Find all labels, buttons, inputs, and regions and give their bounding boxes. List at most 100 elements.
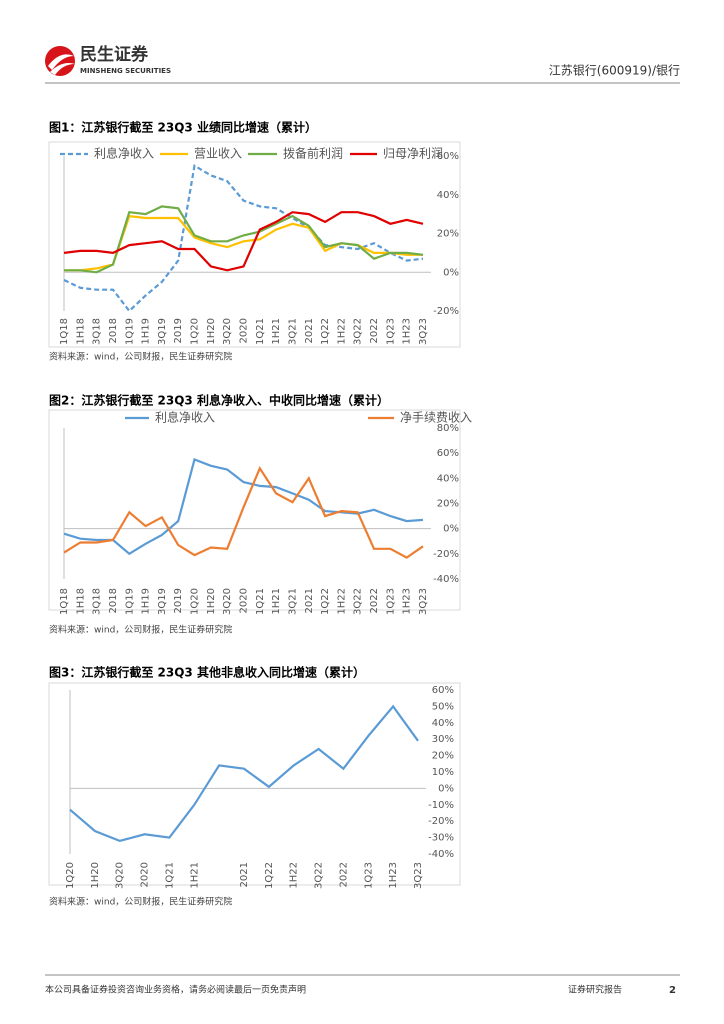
y-tick-label: 0% (438, 783, 454, 794)
chart-frame (48, 409, 461, 611)
y-tick-label: 60% (437, 151, 459, 162)
x-tick-label: 1Q22 (264, 862, 275, 889)
x-tick-label: 1Q20 (190, 318, 201, 345)
x-tick-label: 2019 (173, 588, 184, 613)
x-tick-label: 2020 (239, 318, 250, 343)
x-tick-label: 1H20 (90, 862, 101, 889)
x-tick-label: 2018 (108, 588, 119, 613)
x-tick-label: 1Q20 (190, 588, 201, 615)
x-tick-label: 2022 (338, 862, 349, 887)
legend-label: 利息净收入 (155, 410, 215, 425)
series-line (63, 458, 424, 556)
legend-label: 利息净收入 (94, 146, 154, 161)
y-tick-label: -20% (433, 306, 459, 317)
x-tick-label: 1Q23 (385, 588, 396, 615)
disclaimer: 本公司具备证券投资咨询业务资格，请务必阅读最后一页免责声明 (45, 984, 306, 996)
x-tick-label: 1Q21 (164, 862, 175, 889)
x-tick-label: 3Q22 (353, 318, 364, 345)
x-tick-label: 1Q20 (65, 862, 76, 889)
chart-title: 图2：江苏银行截至 23Q3 利息净收入、中收同比增速（累计） (49, 393, 389, 408)
y-tick-label: 40% (437, 473, 459, 484)
x-tick-label: 2022 (369, 588, 380, 613)
legend-label: 净手续费收入 (400, 411, 472, 425)
chart-frame (48, 682, 461, 886)
x-tick-label: 3Q20 (222, 318, 233, 345)
x-tick-label: 1Q18 (59, 588, 70, 615)
y-tick-label: 0% (443, 524, 459, 535)
x-tick-label: 3Q21 (287, 588, 298, 615)
x-tick-label: 1Q21 (255, 318, 266, 345)
y-tick-label: 20% (437, 499, 459, 510)
x-tick-label: 1H21 (271, 318, 282, 345)
chart-title: 图1：江苏银行截至 23Q3 业绩同比增速（累计） (49, 120, 317, 135)
legend-label: 营业收入 (194, 147, 242, 161)
x-tick-label: 2021 (304, 588, 315, 613)
x-tick-label: 1H22 (336, 318, 347, 345)
series-line (63, 465, 424, 559)
series-line (64, 214, 423, 272)
x-tick-label: 3Q18 (92, 318, 103, 345)
x-tick-label: 3Q22 (353, 588, 364, 615)
chart-source: 资料来源：wind，公司财报，民生证券研究院 (49, 624, 232, 636)
logo-icon (45, 46, 75, 76)
legend-label: 归母净利润 (383, 147, 443, 161)
x-tick-label: 1Q19 (124, 588, 135, 615)
x-tick-label: 2020 (239, 588, 250, 613)
x-tick-label: 1Q22 (320, 318, 331, 345)
x-tick-label: 3Q23 (418, 318, 429, 345)
legend-label: 拨备前利润 (283, 146, 343, 161)
x-tick-label: 1H21 (189, 862, 200, 889)
x-tick-label: 1H23 (402, 318, 413, 345)
x-tick-label: 1H23 (388, 862, 399, 889)
x-tick-label: 1Q22 (320, 588, 331, 615)
x-tick-label: 1H22 (336, 588, 347, 615)
x-tick-label: 1H23 (402, 588, 413, 615)
header-right: 江苏银行(600919)/银行 (549, 64, 680, 78)
y-tick-label: -20% (433, 549, 459, 560)
y-tick-label: -20% (428, 816, 454, 827)
x-tick-label: 1H18 (75, 588, 86, 615)
report-type: 证券研究报告 (568, 984, 622, 996)
y-tick-label: 60% (437, 448, 459, 459)
x-tick-label: 3Q20 (115, 862, 126, 889)
x-tick-label: 3Q23 (413, 862, 424, 889)
x-tick-label: 2021 (239, 862, 250, 887)
series-line (63, 163, 424, 313)
logo-en: MINSHENG SECURITIES (80, 67, 171, 75)
x-tick-label: 1Q23 (363, 862, 374, 889)
x-tick-label: 1Q23 (385, 318, 396, 345)
x-tick-label: 1H20 (206, 318, 217, 345)
y-tick-label: -40% (428, 849, 454, 860)
x-tick-label: 1H18 (75, 318, 86, 345)
x-tick-label: 2019 (173, 318, 184, 343)
chart-frame (48, 141, 461, 348)
y-tick-label: 10% (432, 767, 454, 778)
x-tick-label: 2018 (108, 318, 119, 343)
logo-cn: 民生证券 (80, 44, 149, 65)
page-number: 2 (669, 985, 676, 996)
x-tick-label: 1H19 (141, 318, 152, 345)
x-tick-label: 1Q18 (59, 318, 70, 345)
y-tick-label: 40% (432, 718, 454, 729)
x-tick-label: 3Q19 (157, 588, 168, 615)
x-tick-label: 3Q22 (314, 862, 325, 889)
y-tick-label: 0% (443, 267, 459, 278)
series-line (64, 205, 424, 274)
y-tick-label: -40% (433, 574, 459, 585)
y-tick-label: 20% (437, 229, 459, 240)
x-tick-label: 2022 (369, 318, 380, 343)
x-tick-label: 1H19 (141, 588, 152, 615)
chart-source: 资料来源：wind，公司财报，民生证券研究院 (49, 896, 232, 908)
x-tick-label: 2021 (304, 318, 315, 343)
x-tick-label: 2020 (140, 862, 151, 887)
x-tick-label: 3Q20 (222, 588, 233, 615)
x-tick-label: 1H21 (271, 588, 282, 615)
x-tick-label: 1Q21 (255, 588, 266, 615)
y-tick-label: 40% (437, 190, 459, 201)
series-line (63, 211, 424, 272)
y-tick-label: -30% (428, 833, 454, 844)
y-tick-label: 30% (432, 734, 454, 745)
x-tick-label: 1H20 (206, 588, 217, 615)
y-tick-label: 20% (432, 751, 454, 762)
